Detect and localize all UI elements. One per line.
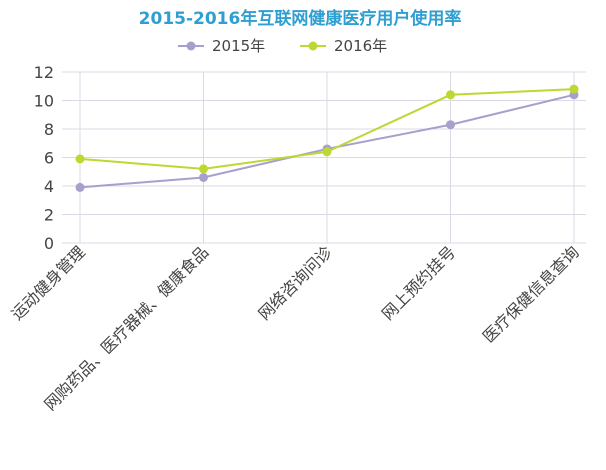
- chart-title: 2015-2016年互联网健康医疗用户使用率: [139, 8, 462, 29]
- legend-item-2015: 2015年: [178, 37, 265, 55]
- y-tick-label: 2: [44, 206, 54, 225]
- data-point: [322, 147, 332, 157]
- y-tick-label: 8: [44, 120, 54, 139]
- x-category-label: 运动健身管理: [8, 242, 89, 323]
- grid: [62, 71, 586, 244]
- y-axis-ticks: 0 2 4 6 8 10 12: [34, 63, 54, 253]
- y-tick-label: 4: [44, 177, 54, 196]
- data-point: [75, 182, 85, 192]
- x-category-label: 网络咨询问诊: [255, 242, 336, 323]
- legend-marker-2016: [308, 41, 318, 51]
- legend-label-2015: 2015年: [212, 37, 265, 55]
- data-point: [199, 164, 208, 174]
- y-tick-label: 0: [44, 234, 54, 253]
- legend-item-2016: 2016年: [300, 37, 387, 55]
- data-point: [75, 154, 85, 164]
- series: [75, 84, 579, 192]
- series-2016年: [75, 84, 579, 174]
- y-tick-label: 10: [34, 92, 54, 111]
- legend-marker-2015: [186, 41, 196, 51]
- legend-label-2016: 2016年: [334, 37, 387, 55]
- y-tick-label: 12: [34, 63, 54, 82]
- x-category-label: 网上预约挂号: [378, 242, 459, 323]
- data-point: [199, 172, 208, 182]
- data-point: [446, 90, 455, 100]
- y-tick-label: 6: [44, 149, 54, 168]
- data-point: [569, 84, 579, 94]
- data-point: [446, 120, 455, 130]
- legend: 2015年 2016年: [178, 37, 387, 55]
- x-category-label: 医疗保健信息查询: [479, 242, 583, 346]
